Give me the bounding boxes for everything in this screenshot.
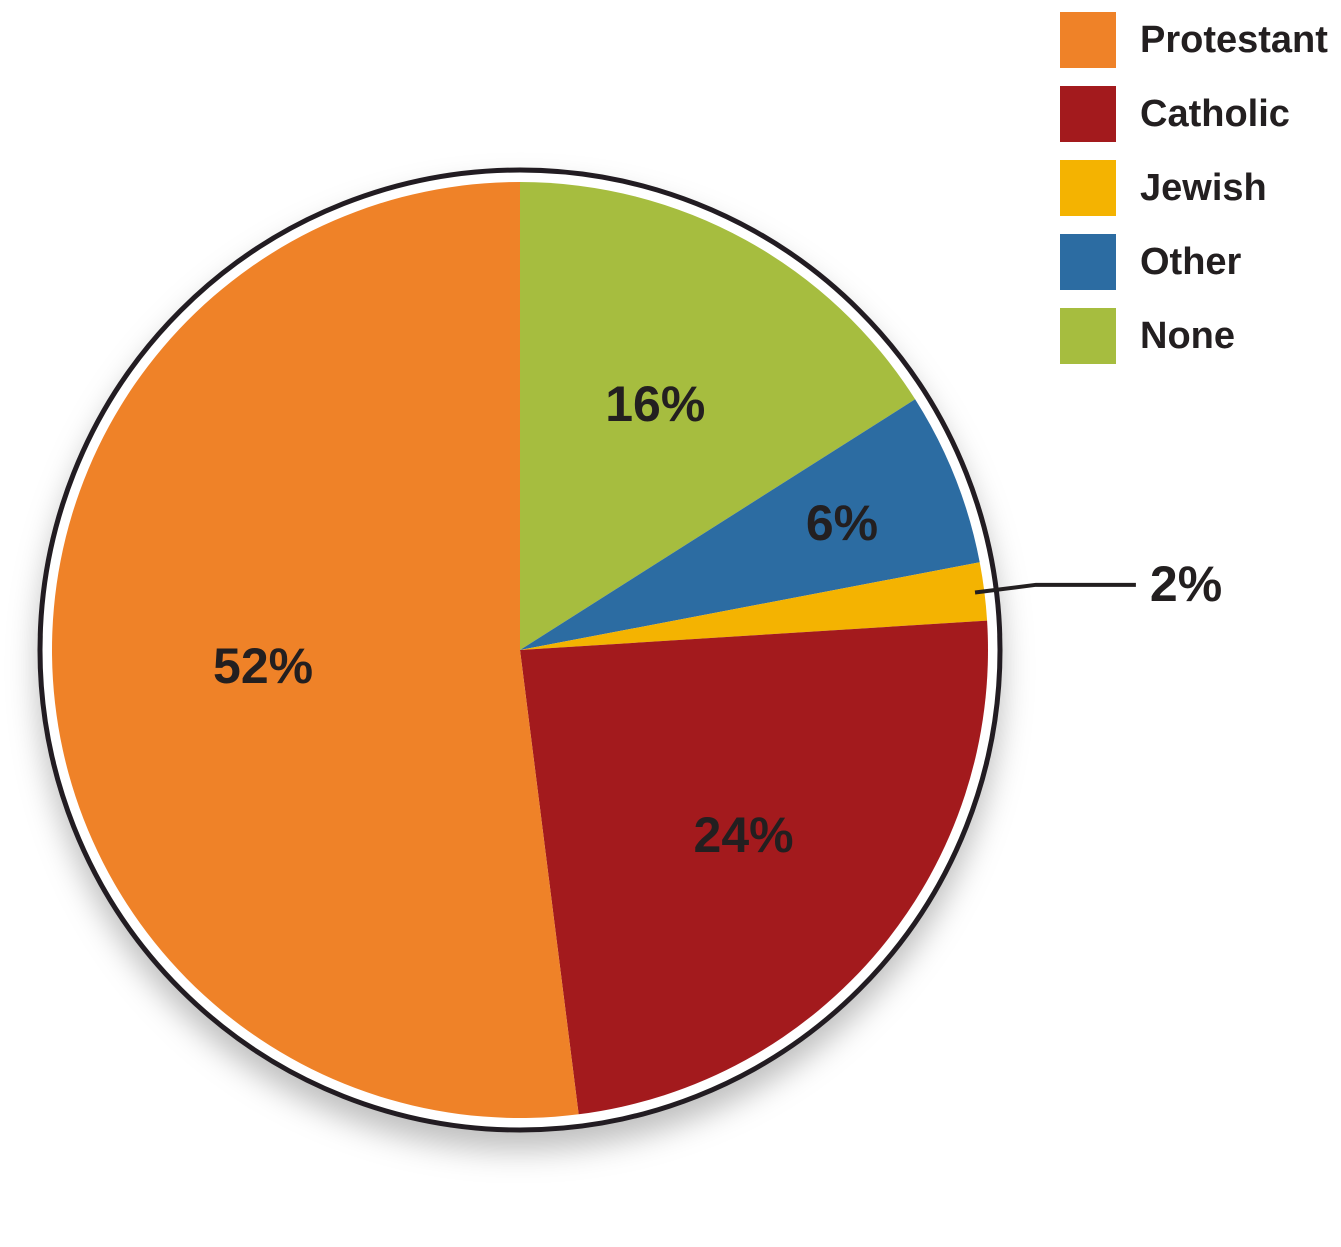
legend-item-other: Other (1060, 234, 1328, 290)
legend-item-protestant: Protestant (1060, 12, 1328, 68)
legend-label-none: None (1140, 315, 1235, 358)
legend-label-protestant: Protestant (1140, 19, 1328, 62)
slice-label-protestant: 52% (213, 637, 313, 695)
legend-label-catholic: Catholic (1140, 93, 1290, 136)
legend-swatch-other (1060, 234, 1116, 290)
legend: Protestant Catholic Jewish Other None (1060, 12, 1328, 382)
slice-label-jewish: 2% (1150, 555, 1222, 613)
slice-label-none: 16% (605, 375, 705, 433)
leader-jewish (975, 585, 1136, 593)
legend-label-other: Other (1140, 241, 1241, 284)
legend-item-none: None (1060, 308, 1328, 364)
legend-swatch-jewish (1060, 160, 1116, 216)
legend-swatch-none (1060, 308, 1116, 364)
pie-chart: 16% 6% 2% 24% 52% Protestant Catholic Jewish Ot… (0, 0, 1341, 1242)
slice-label-catholic: 24% (694, 806, 794, 864)
legend-item-catholic: Catholic (1060, 86, 1328, 142)
slice-protestant (52, 182, 579, 1118)
legend-item-jewish: Jewish (1060, 160, 1328, 216)
slice-label-other: 6% (806, 494, 878, 552)
legend-label-jewish: Jewish (1140, 167, 1267, 210)
slice-catholic (520, 621, 988, 1115)
legend-swatch-catholic (1060, 86, 1116, 142)
legend-swatch-protestant (1060, 12, 1116, 68)
